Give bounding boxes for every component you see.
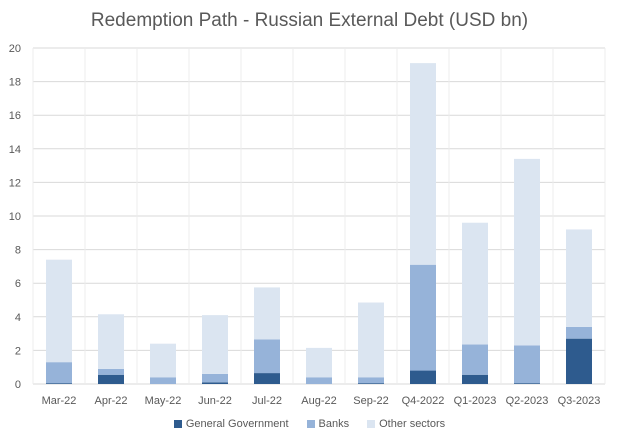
bar-banks [358, 377, 384, 384]
bar-banks [462, 344, 488, 375]
bar-other-sectors [150, 343, 176, 378]
legend-label: General Government [185, 418, 289, 430]
x-tick-label: Apr-22 [94, 395, 127, 407]
y-tick-label: 12 [9, 177, 21, 189]
bar-banks [98, 368, 124, 375]
y-tick-label: 2 [15, 345, 21, 357]
bar-banks [150, 377, 176, 384]
bar-general-government [202, 382, 228, 384]
x-tick-label: Aug-22 [301, 395, 336, 407]
bar-other-sectors [46, 259, 72, 363]
bar-banks [306, 377, 332, 384]
bar-banks [254, 339, 280, 374]
y-tick-label: 20 [9, 43, 21, 55]
x-tick-label: Q2-2023 [506, 395, 549, 407]
bar-other-sectors [358, 302, 384, 378]
y-tick-label: 18 [9, 77, 21, 89]
y-tick-label: 8 [15, 245, 21, 257]
y-tick-label: 4 [15, 312, 21, 324]
y-tick-label: 0 [15, 379, 21, 391]
bar-general-government [46, 383, 72, 384]
bar-other-sectors [202, 315, 228, 374]
chart-legend: General Government Banks Other sectors [0, 418, 619, 430]
legend-swatch [173, 420, 182, 428]
bar-general-government [514, 383, 540, 384]
y-tick-label: 16 [9, 110, 21, 122]
bar-other-sectors [514, 158, 540, 346]
x-tick-label: May-22 [145, 395, 182, 407]
y-tick-label: 6 [15, 278, 21, 290]
x-tick-label: Mar-22 [42, 395, 77, 407]
bar-other-sectors [566, 229, 592, 327]
legend-label: Other sectors [379, 418, 446, 430]
bar-banks [410, 264, 436, 371]
chart-title: Redemption Path - Russian External Debt … [90, 10, 529, 31]
bar-general-government [566, 338, 592, 384]
x-tick-label: Jun-22 [198, 395, 232, 407]
bar-general-government [358, 383, 384, 384]
bar-banks [202, 373, 228, 383]
bar-general-government [410, 370, 436, 384]
x-tick-label: Sep-22 [353, 395, 388, 407]
x-tick-label: Jul-22 [252, 395, 282, 407]
y-tick-label: 14 [9, 144, 21, 156]
bar-banks [514, 345, 540, 384]
bar-other-sectors [98, 314, 124, 369]
bar-general-government [254, 373, 280, 384]
bar-general-government [462, 374, 488, 384]
bar-other-sectors [410, 63, 436, 265]
bar-other-sectors [306, 347, 332, 378]
x-tick-label: Q1-2023 [454, 395, 497, 407]
bar-other-sectors [462, 222, 488, 345]
bar-banks [46, 362, 72, 384]
x-tick-label: Q3-2023 [558, 395, 601, 407]
y-tick-label: 10 [9, 211, 21, 223]
bar-banks [566, 326, 592, 339]
legend-swatch [306, 420, 315, 428]
bar-general-government [98, 374, 124, 384]
legend-label: Banks [318, 418, 350, 430]
legend-swatch [367, 420, 376, 428]
legend-item: Other sectors [367, 418, 445, 430]
legend-item: Banks [306, 418, 350, 430]
legend-item: General Government [173, 418, 289, 430]
x-tick-label: Q4-2022 [402, 395, 445, 407]
bar-other-sectors [254, 287, 280, 340]
